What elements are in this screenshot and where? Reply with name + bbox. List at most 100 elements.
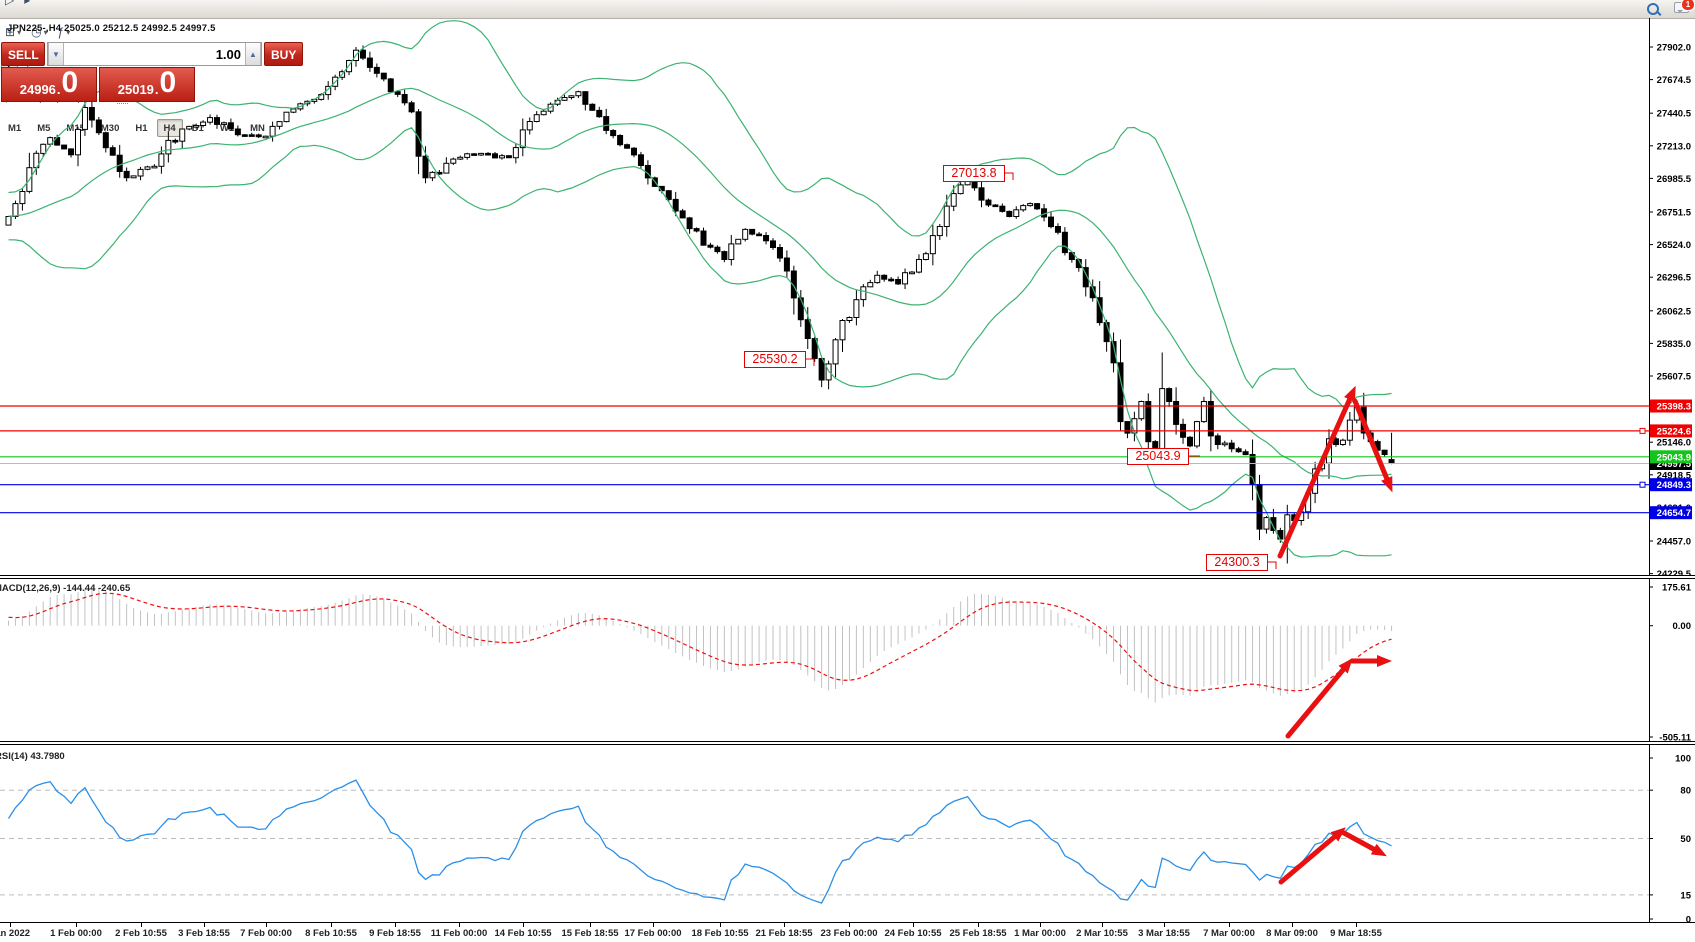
time-tick-label: 21 Feb 18:55	[755, 928, 813, 939]
time-tick	[141, 923, 142, 927]
trend-arrows[interactable]	[1277, 385, 1393, 885]
time-tick	[978, 923, 979, 927]
time-tick	[720, 923, 721, 927]
price-callout[interactable]: 24300.3	[1206, 554, 1268, 571]
pane-splitter-rsi[interactable]	[0, 741, 1695, 745]
svg-text:25224.6: 25224.6	[1657, 426, 1691, 437]
volume-decrease-button[interactable]: ▼	[48, 43, 64, 65]
svg-text:26062.5: 26062.5	[1657, 306, 1692, 317]
volume-increase-button[interactable]: ▲	[245, 43, 261, 65]
svg-text:24457.0: 24457.0	[1657, 537, 1691, 548]
chevron-down-icon: ▾	[43, 27, 48, 37]
svg-text:24997.5: 24997.5	[1657, 459, 1692, 470]
svg-text:25607.5: 25607.5	[1657, 372, 1692, 383]
macd-pane	[8, 587, 1393, 703]
timeframe-m30[interactable]: M30	[100, 122, 120, 134]
buy-button[interactable]: BUY	[264, 42, 304, 66]
price-axis[interactable]: 27902.0 27674.5 27440.5 27213.0 26985.5 26751…	[1649, 18, 1692, 926]
new-chart-menu[interactable]: ⊞ ▾	[1, 23, 25, 41]
time-tick-label: 1 Mar 00:00	[1014, 928, 1066, 939]
sell-price-main: 24996	[19, 82, 56, 97]
timeframe-mn[interactable]: MN	[250, 122, 265, 134]
time-tick	[1292, 923, 1293, 927]
time-tick-label: 14 Feb 10:55	[494, 928, 552, 939]
auto-scroll-icon-glyph: ▷	[5, 0, 15, 7]
price-callout[interactable]: 25530.2	[744, 351, 806, 368]
time-tick	[849, 923, 850, 927]
rsi-pane	[0, 779, 1649, 904]
svg-text:25835.0: 25835.0	[1657, 339, 1691, 350]
horizontal-lines[interactable]	[0, 405, 1649, 514]
buy-price-display[interactable]: 25019. 0	[99, 67, 195, 102]
svg-text:175.61: 175.61	[1662, 583, 1692, 594]
macd-indicator-label: MACD(12,26,9) -144.44 -240.65	[0, 583, 131, 594]
timeframe-m15[interactable]: M15	[66, 122, 85, 134]
time-tick	[204, 923, 205, 927]
time-tick-label: 2 Mar 10:55	[1076, 928, 1128, 939]
auto-scroll-icon[interactable]: ▷	[1, 0, 18, 9]
time-tick-label: 17 Feb 00:00	[624, 928, 682, 939]
time-tick-label: 11 Feb 00:00	[430, 928, 488, 939]
indicators-menu-glyph: ƒ	[57, 25, 65, 39]
timeframe-w1[interactable]: W1	[219, 122, 235, 134]
notification-badge: 1	[1681, 0, 1695, 11]
svg-text:-505.11: -505.11	[1659, 733, 1691, 744]
time-tick-label: 1 Feb 00:00	[50, 928, 102, 939]
search-button[interactable]	[1643, 0, 1663, 18]
time-tick	[266, 923, 267, 927]
svg-text:27213.0: 27213.0	[1657, 141, 1691, 152]
svg-text:50: 50	[1680, 834, 1691, 845]
bollinger-bands	[8, 20, 1392, 558]
chart-shift-icon[interactable]: ▸	[20, 0, 34, 9]
timeframe-h1[interactable]: H1	[135, 122, 148, 134]
svg-text:26985.5: 26985.5	[1657, 174, 1692, 185]
time-tick	[459, 923, 460, 927]
time-tick-label: Jan 2022	[0, 928, 31, 939]
svg-text:80: 80	[1680, 786, 1691, 797]
time-tick	[784, 923, 785, 927]
price-callout[interactable]: 25043.9	[1127, 448, 1189, 465]
time-tick-label: 9 Feb 18:55	[369, 928, 421, 939]
new-chart-menu-glyph: ⊞	[5, 25, 16, 39]
one-click-trading-panel: SELL ▼ ▲ BUY 24996.0 25019.0	[1, 42, 304, 102]
indicators-menu[interactable]: ƒ ▾	[54, 23, 75, 41]
time-tick-label: 7 Mar 00:00	[1203, 928, 1255, 939]
sell-button[interactable]: SELL	[1, 42, 45, 66]
svg-text:25043.9: 25043.9	[1657, 452, 1691, 463]
timeframe-d1[interactable]: D1	[191, 122, 204, 134]
time-tick	[76, 923, 77, 927]
time-tick	[1040, 923, 1041, 927]
time-tick-label: 25 Feb 18:55	[949, 928, 1007, 939]
chart-title: JPN225-,H4 25025.0 25212.5 24992.5 24997…	[7, 23, 216, 34]
chart-shift-icon-glyph: ▸	[24, 0, 31, 7]
sell-price-display[interactable]: 24996. 0	[1, 67, 97, 102]
time-tick-label: 23 Feb 00:00	[820, 928, 878, 939]
periods-menu[interactable]: ◷ ▾	[27, 23, 52, 41]
time-tick-label: 18 Feb 10:55	[691, 928, 749, 939]
price-callout[interactable]: 27013.8	[943, 165, 1005, 182]
time-tick-label: 15 Feb 18:55	[561, 928, 619, 939]
rsi-indicator-label: RSI(14) 43.7980	[0, 751, 65, 762]
time-axis[interactable]: Jan 2022 1 Feb 00:00 2 Feb 10:55 3 Feb 18:5…	[0, 922, 1695, 942]
pane-splitter-macd[interactable]	[0, 575, 1695, 579]
time-tick	[913, 923, 914, 927]
price-chart[interactable]: 27902.0 27674.5 27440.5 27213.0 26985.5 26751…	[0, 18, 1695, 942]
time-tick-label: 2 Feb 10:55	[115, 928, 167, 939]
notifications-button[interactable]: 1	[1674, 0, 1695, 16]
search-icon	[1647, 3, 1659, 15]
svg-text:26296.5: 26296.5	[1657, 273, 1692, 284]
timeframe-m5[interactable]: M5	[37, 122, 51, 134]
time-tick	[1229, 923, 1230, 927]
timeframe-h4[interactable]: H4	[156, 119, 183, 137]
chevron-down-icon: ▾	[17, 27, 22, 37]
volume-input[interactable]	[64, 43, 245, 65]
time-tick	[10, 923, 11, 927]
svg-text:24849.3: 24849.3	[1657, 480, 1691, 491]
svg-text:100: 100	[1675, 754, 1691, 765]
time-tick-label: 9 Mar 18:55	[1330, 928, 1382, 939]
timeframe-m1[interactable]: M1	[8, 122, 22, 134]
svg-text:27902.0: 27902.0	[1657, 43, 1691, 54]
svg-text:0: 0	[1686, 915, 1691, 926]
toolbar: 新订单◆✉◉自动交易╱⊕⊖▷▸⊞▾◷▾ƒ▾➤+|—╱╱E╱FAT⇅▾M1M5M1…	[0, 0, 1695, 137]
svg-text:15: 15	[1680, 890, 1691, 901]
